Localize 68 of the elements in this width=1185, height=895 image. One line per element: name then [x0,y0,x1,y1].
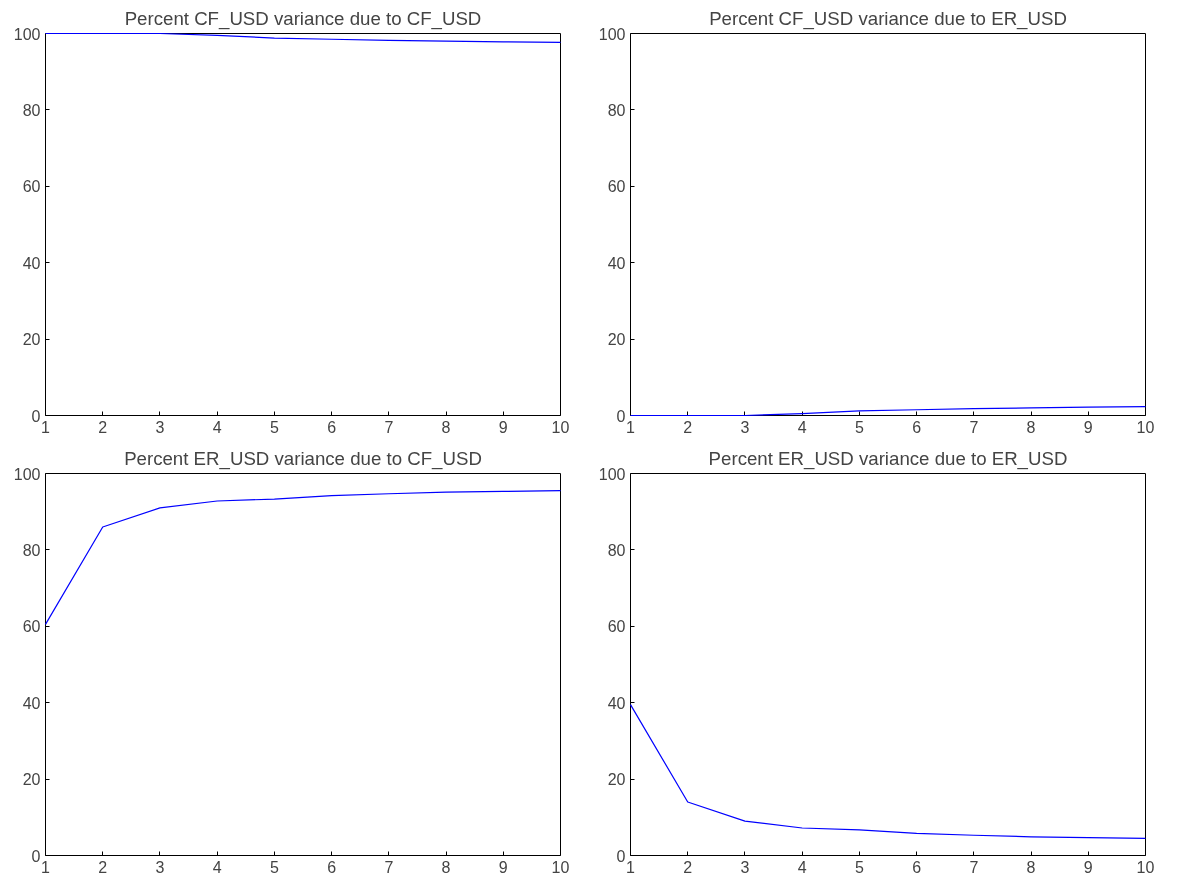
x-tick-label: 5 [854,858,864,876]
y-tick-label: 20 [22,331,41,349]
chart-title: Percent CF_USD variance due to ER_USD [709,7,1067,30]
x-tick-label: 5 [269,858,279,876]
x-tick-label: 5 [854,418,864,436]
y-tick-label: 20 [607,331,626,349]
x-tick-label: 6 [327,418,337,436]
x-tick-label: 4 [797,858,807,876]
x-tick-label: 9 [498,858,508,876]
x-tick-label: 1 [41,418,51,436]
y-tick-label: 80 [607,541,626,559]
x-tick-label: 7 [384,418,394,436]
y-tick-label: 0 [616,407,626,425]
y-tick-label: 40 [607,694,626,712]
y-tick-label: 0 [31,847,41,865]
x-tick-label: 8 [441,418,451,436]
y-tick-label: 80 [607,101,626,119]
y-tick-label: 40 [607,254,626,272]
y-tick-label: 40 [22,694,41,712]
y-tick-label: 60 [22,618,41,636]
x-tick-label: 10 [551,418,570,436]
x-tick-label: 9 [1083,418,1093,436]
y-tick-label: 20 [607,771,626,789]
x-tick-label: 4 [797,418,807,436]
y-tick-label: 80 [22,541,41,559]
y-tick-label: 100 [13,465,41,483]
x-tick-label: 10 [551,858,570,876]
y-tick-label: 80 [22,101,41,119]
x-tick-label: 3 [740,418,750,436]
x-tick-label: 3 [155,418,165,436]
y-tick-label: 0 [616,847,626,865]
x-tick-label: 8 [1026,418,1036,436]
x-tick-label: 2 [683,418,693,436]
x-tick-label: 2 [98,418,108,436]
y-tick-label: 100 [598,465,626,483]
x-tick-label: 4 [212,858,222,876]
y-tick-label: 40 [22,254,41,272]
x-tick-label: 2 [683,858,693,876]
x-tick-label: 10 [1136,418,1155,436]
y-tick-label: 60 [607,178,626,196]
x-tick-label: 3 [740,858,750,876]
x-tick-label: 8 [1026,858,1036,876]
x-tick-label: 7 [384,858,394,876]
x-tick-label: 2 [98,858,108,876]
x-tick-label: 1 [41,858,51,876]
x-tick-label: 1 [626,418,636,436]
x-tick-label: 7 [969,858,979,876]
x-tick-label: 4 [212,418,222,436]
y-tick-label: 60 [607,618,626,636]
chart-title: Percent ER_USD variance due to CF_USD [124,447,482,470]
x-tick-label: 1 [626,858,636,876]
chart-title: Percent CF_USD variance due to CF_USD [124,7,482,30]
x-tick-label: 9 [498,418,508,436]
x-tick-label: 10 [1136,858,1155,876]
y-tick-label: 100 [13,25,41,43]
x-tick-label: 6 [327,858,337,876]
y-tick-label: 0 [31,407,41,425]
x-tick-label: 7 [969,418,979,436]
x-tick-label: 5 [269,418,279,436]
y-tick-label: 100 [598,25,626,43]
y-tick-label: 20 [22,771,41,789]
x-tick-label: 6 [912,858,922,876]
x-tick-label: 3 [155,858,165,876]
x-tick-label: 8 [441,858,451,876]
x-tick-label: 9 [1083,858,1093,876]
chart-title: Percent ER_USD variance due to ER_USD [708,447,1068,470]
y-tick-label: 60 [22,178,41,196]
x-tick-label: 6 [912,418,922,436]
